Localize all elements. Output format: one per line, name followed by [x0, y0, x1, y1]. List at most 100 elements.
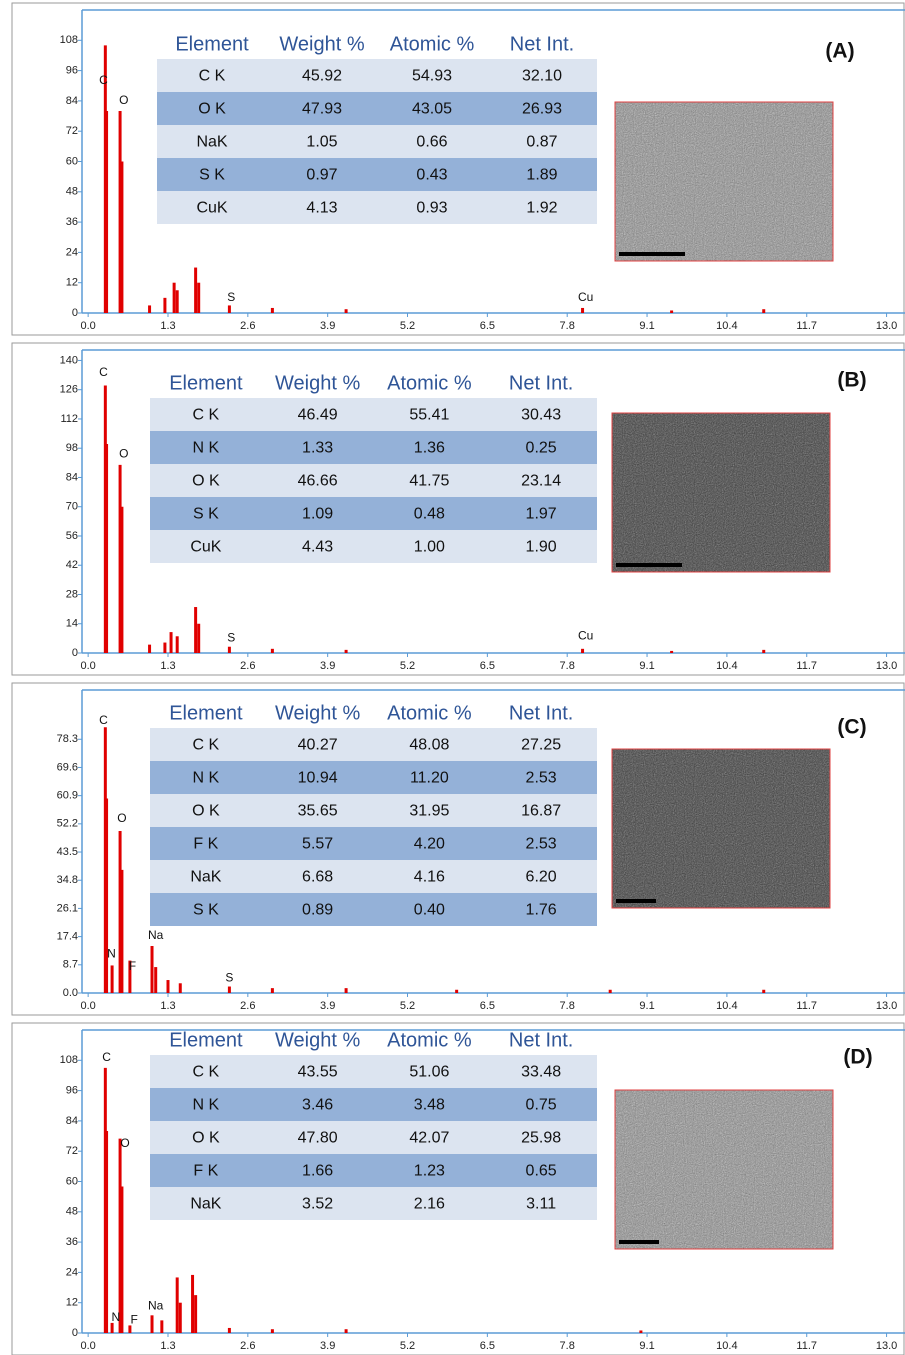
x-tick-label: 6.5 [480, 660, 495, 672]
peak-label: Na [148, 1299, 164, 1313]
x-tick-label: 6.5 [480, 1000, 495, 1012]
table-row [150, 860, 597, 893]
y-tick-label: 26.1 [57, 902, 78, 914]
y-tick-label: 72 [66, 125, 78, 137]
table-cell: 5.57 [302, 836, 333, 853]
y-tick-label: 8.7 [63, 959, 78, 971]
table-cell: 1.33 [302, 440, 333, 457]
y-tick-label: 0 [72, 307, 78, 319]
table-cell: 1.36 [414, 440, 445, 457]
y-tick-label: 34.8 [57, 874, 78, 886]
x-tick-label: 7.8 [560, 1340, 575, 1352]
y-tick-label: 60 [66, 1175, 78, 1187]
x-tick-label: 11.7 [796, 660, 817, 672]
y-tick-label: 84 [66, 1115, 78, 1127]
y-tick-label: 0.0 [63, 987, 78, 999]
y-tick-label: 108 [60, 34, 78, 46]
x-tick-label: 3.9 [320, 1000, 335, 1012]
table-row [157, 125, 597, 158]
table-cell: 4.13 [306, 200, 337, 217]
table-cell: O K [192, 803, 220, 820]
y-tick-label: 28 [66, 588, 78, 600]
x-tick-label: 6.5 [480, 320, 495, 332]
y-tick-label: 112 [60, 413, 78, 425]
table-cell: 3.52 [302, 1196, 333, 1213]
x-tick-label: 11.7 [796, 320, 817, 332]
table-header: Atomic % [387, 372, 472, 394]
y-tick-label: 0 [72, 647, 78, 659]
table-cell: 2.53 [526, 770, 557, 787]
table-header: Element [169, 702, 243, 724]
x-tick-label: 13.0 [876, 1340, 897, 1352]
table-row [150, 794, 597, 827]
y-tick-label: 72 [66, 1145, 78, 1157]
table-cell: 26.93 [522, 101, 562, 118]
y-tick-label: 24 [66, 246, 78, 258]
table-cell: NaK [190, 1196, 221, 1213]
panel-label: (A) [825, 40, 854, 63]
y-tick-label: 36 [66, 1236, 78, 1248]
x-tick-label: 10.4 [716, 660, 737, 672]
table-cell: 2.16 [414, 1196, 445, 1213]
table-cell: 16.87 [521, 803, 561, 820]
table-row [150, 464, 597, 497]
table-cell: 43.05 [412, 101, 452, 118]
x-tick-label: 6.5 [480, 1340, 495, 1352]
table-cell: 0.65 [526, 1163, 557, 1180]
table-cell: O K [192, 473, 220, 490]
table-cell: N K [193, 440, 220, 457]
y-tick-label: 96 [66, 1085, 78, 1097]
table-header: Net Int. [510, 33, 574, 55]
sem-frame [611, 748, 831, 909]
table-row [150, 1154, 597, 1187]
y-tick-label: 48 [66, 186, 78, 198]
table-cell: S K [193, 902, 219, 919]
x-tick-label: 0.0 [80, 660, 95, 672]
table-cell: C K [193, 1064, 220, 1081]
x-tick-label: 5.2 [400, 320, 415, 332]
table-row [157, 92, 597, 125]
table-row [157, 158, 597, 191]
table-header: Element [175, 33, 249, 55]
table-cell: 0.75 [526, 1097, 557, 1114]
table-cell: 48.08 [409, 737, 449, 754]
sem-frame [614, 1089, 834, 1250]
x-tick-label: 13.0 [876, 1000, 897, 1012]
table-cell: 4.20 [414, 836, 445, 853]
peak-label: O [120, 1136, 129, 1150]
table-header: Atomic % [387, 1029, 472, 1051]
y-tick-label: 140 [60, 354, 78, 366]
x-tick-label: 5.2 [400, 1340, 415, 1352]
y-tick-label: 96 [66, 65, 78, 77]
table-header: Atomic % [390, 33, 475, 55]
x-tick-label: 13.0 [876, 320, 897, 332]
table-cell: 0.97 [306, 167, 337, 184]
x-tick-label: 2.6 [240, 1000, 255, 1012]
table-header: Net Int. [509, 1029, 573, 1051]
table-cell: CuK [190, 539, 221, 556]
y-tick-label: 60.9 [57, 790, 78, 802]
x-tick-label: 10.4 [716, 1000, 737, 1012]
table-row [150, 1121, 597, 1154]
table-cell: 6.68 [302, 869, 333, 886]
table-cell: 1.66 [302, 1163, 333, 1180]
table-cell: 23.14 [521, 473, 561, 490]
table-header: Net Int. [509, 372, 573, 394]
table-row [150, 728, 597, 761]
table-cell: 45.92 [302, 68, 342, 85]
y-tick-label: 36 [66, 216, 78, 228]
table-cell: 30.43 [521, 407, 561, 424]
y-tick-label: 70 [66, 501, 78, 513]
x-tick-label: 9.1 [639, 1000, 654, 1012]
y-tick-label: 69.6 [57, 761, 78, 773]
table-cell: 51.06 [409, 1064, 449, 1081]
peak-label: O [117, 811, 126, 825]
table-header: Weight % [279, 33, 364, 55]
table-cell: 0.25 [526, 440, 557, 457]
table-row [150, 398, 597, 431]
table-cell: 27.25 [521, 737, 561, 754]
table-row [150, 1187, 597, 1220]
table-row [150, 530, 597, 563]
table-row [157, 191, 597, 224]
